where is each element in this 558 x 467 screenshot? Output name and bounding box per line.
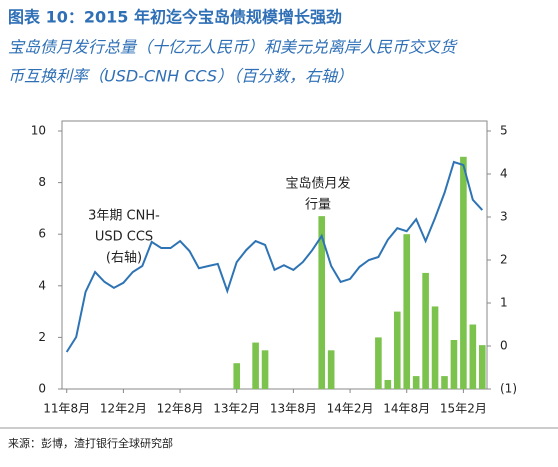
y2-tick-label: 1 xyxy=(500,296,508,310)
y-tick-label: 6 xyxy=(38,227,46,241)
y2-tick-label: 4 xyxy=(500,167,508,181)
bar xyxy=(469,324,477,389)
bar xyxy=(431,306,439,389)
x-tick-label: 13年8月 xyxy=(270,402,317,416)
plot-frame xyxy=(61,120,488,390)
bar xyxy=(460,156,467,389)
y2-tick-label: (1) xyxy=(500,382,517,396)
bar xyxy=(318,216,326,389)
x-tick-label: 12年8月 xyxy=(157,402,204,416)
y-tick-label: 4 xyxy=(38,278,46,292)
bar xyxy=(327,350,335,389)
y2-tick-label: 0 xyxy=(500,339,508,353)
x-tick-label: 14年8月 xyxy=(383,402,430,416)
annotation: (右轴) xyxy=(106,251,142,266)
y2-tick-label: 3 xyxy=(500,210,508,224)
y-tick-label: 2 xyxy=(38,330,46,344)
annotation: 行量 xyxy=(305,198,331,213)
annotation: USD CCS xyxy=(95,230,153,245)
bar xyxy=(384,379,392,389)
bar xyxy=(450,339,458,389)
x-tick-label: 12年2月 xyxy=(100,402,147,416)
chart-subtitle: 宝岛债月发行总量（十亿元人民币）和美元兑离岸人民币交叉货 xyxy=(8,38,458,57)
x-tick-label: 13年2月 xyxy=(213,402,260,416)
annotation: 宝岛债月发 xyxy=(285,176,350,192)
y-tick-label: 10 xyxy=(31,124,46,138)
bar xyxy=(422,272,429,389)
bar xyxy=(252,342,259,389)
source: 来源：彭博，渣打银行全球研究部 xyxy=(8,436,173,450)
bar xyxy=(441,376,448,389)
x-tick-label: 14年2月 xyxy=(327,402,374,416)
chart-title: 图表 10：2015 年初迄今宝岛债规模增长强劲 xyxy=(8,8,342,27)
y2-tick-label: 2 xyxy=(500,253,508,267)
annotation: 3年期 CNH- xyxy=(88,209,160,224)
bar xyxy=(403,234,411,389)
bar xyxy=(375,337,382,389)
bar xyxy=(412,376,420,389)
y-tick-label: 8 xyxy=(38,175,46,189)
y-tick-label: 0 xyxy=(38,382,46,396)
line xyxy=(65,160,484,353)
x-tick-label: 15年2月 xyxy=(440,402,487,416)
chart-subtitle: 币互换利率（USD-CNH CCS）（百分数，右轴） xyxy=(8,67,353,86)
bar xyxy=(393,311,401,389)
bar xyxy=(478,345,486,389)
bar xyxy=(233,363,241,389)
x-tick-label: 11年8月 xyxy=(43,402,90,416)
y2-tick-label: 5 xyxy=(500,124,508,138)
bar xyxy=(261,350,269,389)
